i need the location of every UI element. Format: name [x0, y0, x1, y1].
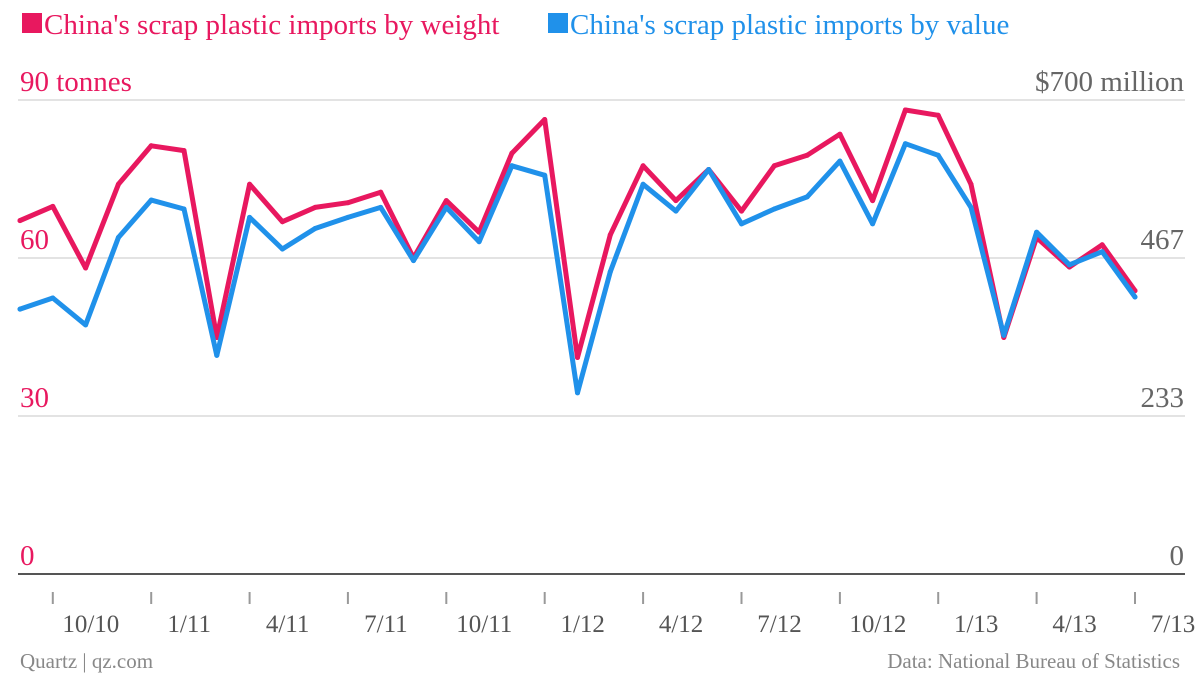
data-point-value [148, 197, 154, 203]
right-axis: $700 million 467 233 0 [1035, 66, 1185, 572]
data-point-value [115, 235, 121, 240]
data-point-weight [673, 198, 679, 204]
data-point-value [1099, 249, 1105, 255]
right-tick-label: 467 [1141, 224, 1185, 256]
data-point-value [1132, 294, 1138, 300]
data-point-weight [115, 181, 121, 187]
x-tick-label: 10/11 [456, 611, 512, 638]
data-point-weight [312, 204, 318, 210]
data-point-value [83, 322, 89, 328]
data-point-weight [181, 148, 187, 154]
data-point-weight [804, 152, 810, 158]
data-point-value [673, 208, 679, 214]
x-tick-label: 1/12 [560, 611, 604, 638]
data-point-weight [247, 181, 253, 187]
data-point-value [247, 214, 253, 220]
series-layer [17, 107, 1138, 396]
data-point-value [870, 221, 876, 227]
data-point-value [50, 295, 56, 301]
x-tick-label: 1/13 [954, 611, 998, 638]
data-point-weight [607, 232, 613, 238]
data-point-value [181, 206, 187, 212]
data-point-value [378, 204, 384, 210]
data-point-value [279, 246, 285, 252]
gridlines [18, 99, 1185, 575]
data-point-weight [509, 150, 515, 156]
left-tick-label: 0 [20, 540, 35, 572]
x-axis-ticks: 10/10 1/11 4/11 7/11 10/11 1/12 4/12 7/12 10/12 1… [51, 592, 1195, 638]
data-point-weight [837, 131, 843, 137]
x-tick-label: 4/11 [266, 611, 310, 638]
data-point-value [771, 206, 777, 212]
x-tick-label: 10/10 [62, 611, 119, 638]
data-point-weight [739, 208, 744, 214]
data-point-value [17, 306, 23, 312]
legend-label-value: China's scrap plastic imports by value [570, 9, 1009, 41]
left-tick-label: 90 tonnes [20, 66, 132, 98]
data-point-value [575, 390, 580, 396]
data-point-value [476, 239, 482, 245]
data-point-value [902, 141, 908, 147]
data-point-weight [443, 198, 449, 204]
data-point-value [345, 214, 351, 220]
x-tick-label: 7/11 [364, 611, 408, 638]
data-point-value [607, 269, 613, 275]
x-tick-label: 10/12 [849, 611, 906, 638]
data-point-value [443, 204, 449, 210]
data-point-weight [148, 143, 154, 149]
data-point-value [312, 226, 318, 231]
data-point-value [706, 167, 712, 172]
data-point-value [640, 181, 646, 187]
data-point-weight [50, 203, 56, 209]
data-point-value [739, 221, 744, 227]
left-tick-label: 30 [20, 382, 49, 414]
right-tick-label: $700 million [1035, 66, 1185, 98]
x-tick-label: 4/13 [1052, 611, 1096, 638]
data-point-weight [640, 163, 646, 169]
legend-swatch-value [548, 13, 568, 33]
x-tick-label: 7/12 [757, 611, 801, 638]
right-tick-label: 0 [1170, 540, 1185, 572]
left-tick-label: 60 [20, 224, 49, 256]
data-point-value [214, 352, 220, 358]
x-tick-label: 1/11 [167, 611, 211, 638]
data-point-weight [968, 181, 974, 187]
data-point-weight [771, 163, 777, 169]
data-point-weight [83, 265, 89, 271]
data-point-weight [542, 117, 548, 122]
data-point-value [837, 158, 843, 164]
data-point-weight [345, 200, 351, 206]
data-point-value [804, 194, 810, 200]
legend-label-weight: China's scrap plastic imports by weight [44, 9, 499, 41]
right-tick-label: 233 [1141, 382, 1185, 414]
legend: China's scrap plastic imports by weight … [22, 9, 1009, 41]
data-point-value [1034, 229, 1040, 235]
data-point-weight [870, 198, 876, 204]
data-point-weight [1099, 242, 1105, 248]
data-point-weight [17, 218, 23, 224]
data-point-weight [575, 355, 580, 360]
data-point-value [411, 258, 416, 264]
data-point-weight [279, 219, 285, 225]
legend-swatch-weight [22, 13, 42, 33]
data-point-value [968, 204, 974, 210]
data-point-weight [902, 107, 908, 113]
left-axis: 90 tonnes 60 30 0 [20, 66, 132, 572]
data-point-value [542, 172, 548, 178]
data-point-value [1001, 332, 1007, 338]
data-point-value [509, 163, 515, 169]
data-point-weight [935, 112, 941, 118]
data-point-value [935, 152, 941, 158]
footer-source-right: Data: National Bureau of Statistics [887, 649, 1180, 673]
x-tick-label: 4/12 [659, 611, 703, 638]
x-tick-label: 7/13 [1151, 611, 1195, 638]
data-point-value [1066, 262, 1072, 268]
footer-source-left: Quartz | qz.com [20, 649, 153, 673]
data-point-weight [378, 189, 384, 195]
